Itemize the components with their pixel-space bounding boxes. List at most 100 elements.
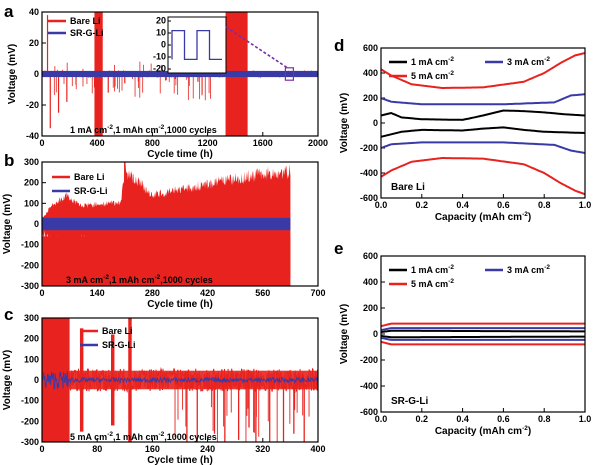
- y-tick-label: 300: [24, 157, 39, 167]
- panel-e-data: [381, 322, 585, 346]
- y-tick-label: 200: [363, 93, 378, 103]
- voltage-profile-upper: [381, 322, 585, 328]
- text-part: ,1000 cycles: [160, 275, 213, 285]
- x-tick-label: 400: [310, 444, 325, 454]
- legend-label: 3 mA cm-2: [507, 264, 550, 275]
- text-part: -2: [448, 70, 454, 77]
- y-tick-label: -200: [360, 355, 378, 365]
- voltage-profile-upper: [381, 52, 585, 89]
- x-tick-label: 0.0: [375, 414, 388, 424]
- x-axis-label: Cycle time (h): [147, 149, 213, 160]
- y-tick-label: 200: [24, 178, 39, 188]
- voltage-profile-upper: [381, 327, 585, 332]
- x-tick-label: 0.0: [375, 200, 388, 210]
- inset-tick-label: -20: [153, 64, 166, 74]
- text-part: 1 mA cm: [411, 57, 448, 67]
- legend-label: Bare Li: [70, 16, 101, 26]
- x-tick-label: 0: [39, 138, 44, 148]
- text-part: -2: [107, 124, 113, 131]
- x-tick-label: 240: [200, 444, 215, 454]
- plot-border: [380, 255, 586, 413]
- panel-d-axes: 0.0 0.2 0.4 0.6 0.8 1.0 -600 -400 -200 0 200 400 600…: [334, 36, 591, 223]
- y-tick-label: -400: [360, 168, 378, 178]
- y-tick-label: 200: [363, 303, 378, 313]
- panel-a-inset: -20 -10 0 10 20: [153, 16, 294, 81]
- x-axis-label: Capacity (mAh cm-2): [435, 425, 531, 437]
- legend-label: 1 mA cm-2: [411, 56, 454, 67]
- text-part: -2: [522, 425, 528, 432]
- text-part: -2: [448, 56, 454, 63]
- panel-c-annotation: 5 mA cm-2,1 mAh cm-2,1000 cycles: [70, 431, 217, 442]
- x-tick-label: 280: [145, 288, 160, 298]
- y-tick-label: -300: [21, 281, 39, 291]
- sr-g-li-line: [42, 371, 318, 390]
- text-part: 5 mA cm: [411, 71, 448, 81]
- y-tick-label: 0: [34, 375, 39, 385]
- panel-b-legend: Bare Li SR-G-Li: [52, 172, 108, 196]
- y-tick-label: 0: [34, 69, 39, 79]
- panel-b-data: [42, 162, 291, 286]
- panel-d-legend: 1 mA cm-2 3 mA cm-25 mA cm-2: [389, 56, 550, 81]
- panel-label: b: [4, 151, 14, 170]
- legend-label: Bare Li: [74, 172, 105, 182]
- legend-label: 1 mA cm-2: [411, 264, 454, 275]
- y-tick-label: -200: [21, 260, 39, 270]
- panel-a-legend: Bare Li SR-G-Li: [48, 16, 104, 38]
- y-tick-label: 600: [363, 251, 378, 261]
- y-axis-label: Voltage (mV): [2, 350, 13, 410]
- inset-tick-label: 0: [161, 40, 166, 50]
- y-tick-label: -200: [360, 143, 378, 153]
- x-tick-label: 420: [200, 288, 215, 298]
- y-tick-label: 400: [363, 68, 378, 78]
- y-tick-label: -20: [26, 100, 39, 110]
- text-part: ,1000 cycles: [164, 125, 217, 135]
- text-part: 1 mA cm: [411, 265, 448, 275]
- x-tick-label: 0.8: [538, 200, 551, 210]
- sr-g-li-band: [42, 217, 291, 231]
- x-axis-label: Cycle time (h): [147, 455, 213, 465]
- y-tick-label: 100: [24, 354, 39, 364]
- panel-a-annotation: 1 mA cm-2,1 mAh cm-2,1000 cycles: [70, 124, 217, 135]
- panel-c-legend: Bare Li SR-G-Li: [80, 326, 136, 350]
- text-part: -2: [154, 274, 160, 281]
- x-tick-label: 2000: [308, 138, 328, 148]
- x-tick-label: 0: [39, 444, 44, 454]
- panel-d-tag: Bare Li: [391, 182, 425, 193]
- text-part: ): [528, 212, 531, 223]
- inset-callout-line: [225, 26, 288, 69]
- panel-a-data: [42, 12, 318, 136]
- panel-label: a: [4, 2, 14, 21]
- panel-d-data: [381, 52, 585, 196]
- y-tick-label: 0: [34, 219, 39, 229]
- x-tick-label: 1600: [253, 138, 273, 148]
- voltage-profile-lower: [381, 157, 585, 196]
- x-axis-label: Cycle time (h): [147, 299, 213, 310]
- x-tick-label: 0.4: [456, 414, 469, 424]
- legend-label: SR-G-Li: [74, 186, 108, 196]
- sr-g-li-band: [42, 70, 318, 78]
- panel-label: c: [4, 305, 13, 324]
- text-part: -2: [544, 56, 550, 63]
- y-tick-label: -600: [360, 193, 378, 203]
- plot-border: [41, 11, 319, 137]
- inset-square-wave: [171, 29, 222, 61]
- x-tick-label: 1200: [198, 138, 218, 148]
- x-tick-label: 0.6: [497, 200, 510, 210]
- text-part: -2: [158, 124, 164, 131]
- x-tick-label: 1.0: [579, 200, 592, 210]
- x-tick-label: 160: [145, 444, 160, 454]
- text-part: -2: [103, 274, 109, 281]
- voltage-profile-upper: [381, 109, 585, 121]
- plot-border: [380, 47, 586, 199]
- voltage-profile-lower: [381, 340, 585, 346]
- x-tick-label: 0.2: [416, 200, 429, 210]
- text-part: 5 mA cm: [411, 279, 448, 289]
- y-tick-label: 400: [363, 277, 378, 287]
- y-tick-label: 20: [29, 38, 39, 48]
- voltage-profile-lower: [381, 141, 585, 154]
- y-tick-label: -40: [26, 131, 39, 141]
- y-tick-label: 600: [363, 43, 378, 53]
- x-tick-label: 1.0: [579, 414, 592, 424]
